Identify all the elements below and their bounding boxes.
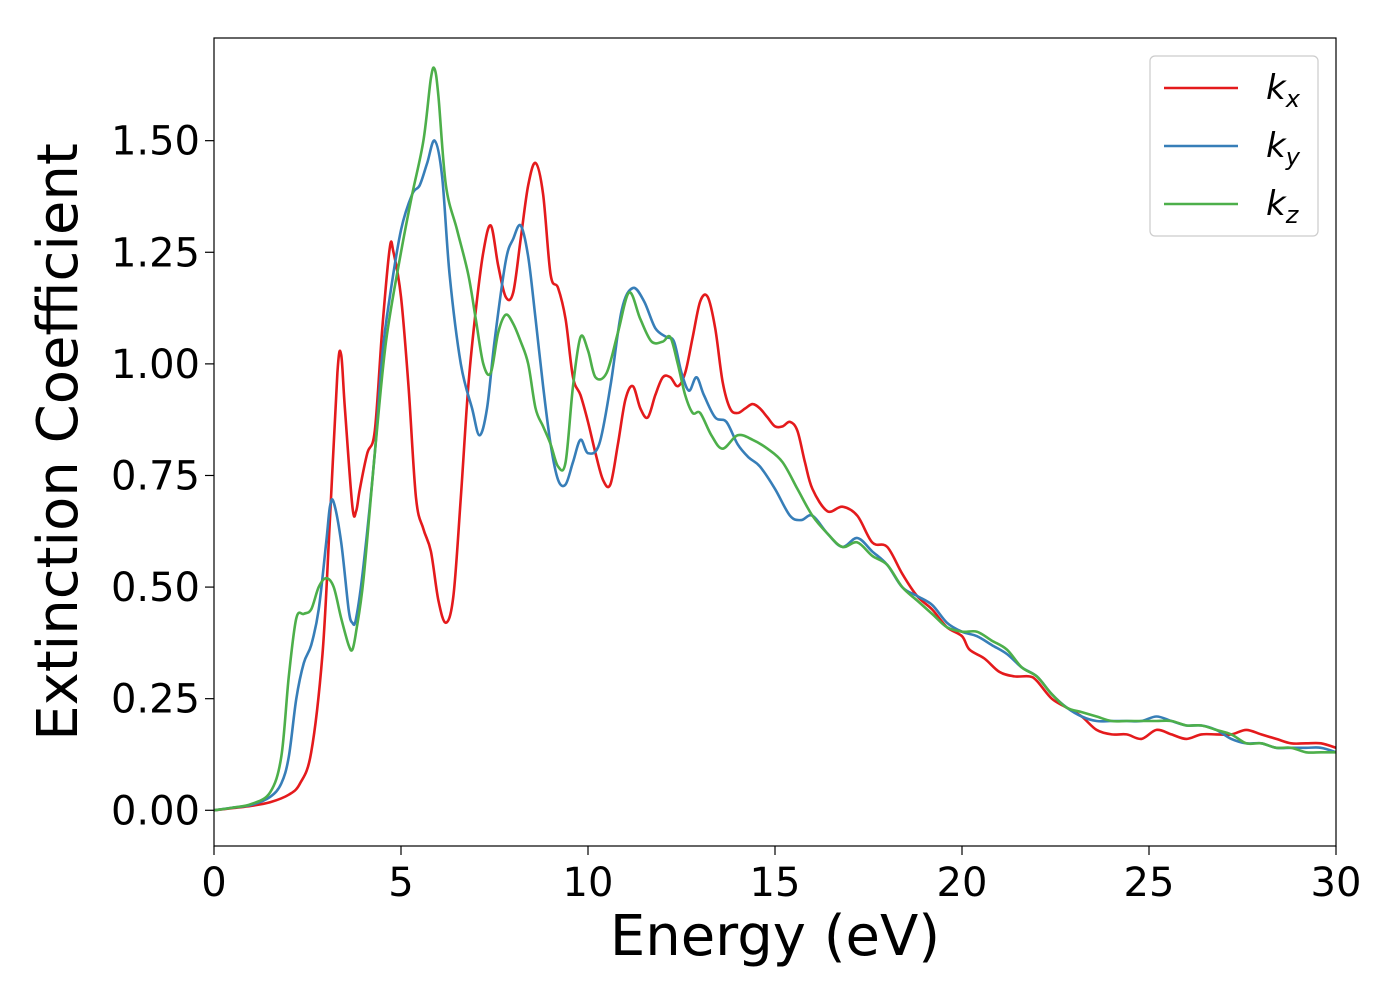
x-axis: 0 5 10 15 20 25 30	[201, 846, 1361, 906]
legend-label-kz: kz	[1266, 184, 1300, 229]
y-tick-label: 1.00	[111, 342, 200, 388]
legend: kx ky kz	[1149, 55, 1319, 237]
y-tick-label: 0.00	[111, 788, 200, 834]
x-tick-label: 20	[937, 860, 988, 906]
series-line-ky	[213, 139, 1337, 812]
x-axis-title: Energy (eV)	[610, 904, 940, 969]
series-line-kx	[213, 161, 1337, 812]
y-tick-label: 0.75	[111, 453, 200, 499]
y-axis-title: Extinction Coefficient	[26, 143, 91, 741]
y-tick-label: 0.25	[111, 677, 200, 723]
legend-label-ky: ky	[1266, 126, 1301, 171]
x-tick-label: 25	[1124, 860, 1175, 906]
x-tick-label: 30	[1311, 860, 1362, 906]
y-tick-label: 1.50	[111, 119, 200, 165]
y-tick-label: 1.25	[111, 230, 200, 276]
series-lines	[213, 66, 1337, 812]
series-line-kz	[213, 66, 1336, 812]
x-tick-label: 0	[201, 860, 226, 906]
y-axis: 0.00 0.25 0.50 0.75 1.00 1.25 1.50	[111, 119, 214, 834]
x-tick-label: 5	[388, 860, 413, 906]
y-tick-label: 0.50	[111, 565, 200, 611]
legend-label-kx: kx	[1266, 68, 1301, 113]
x-tick-label: 15	[750, 860, 801, 906]
x-tick-label: 10	[563, 860, 614, 906]
